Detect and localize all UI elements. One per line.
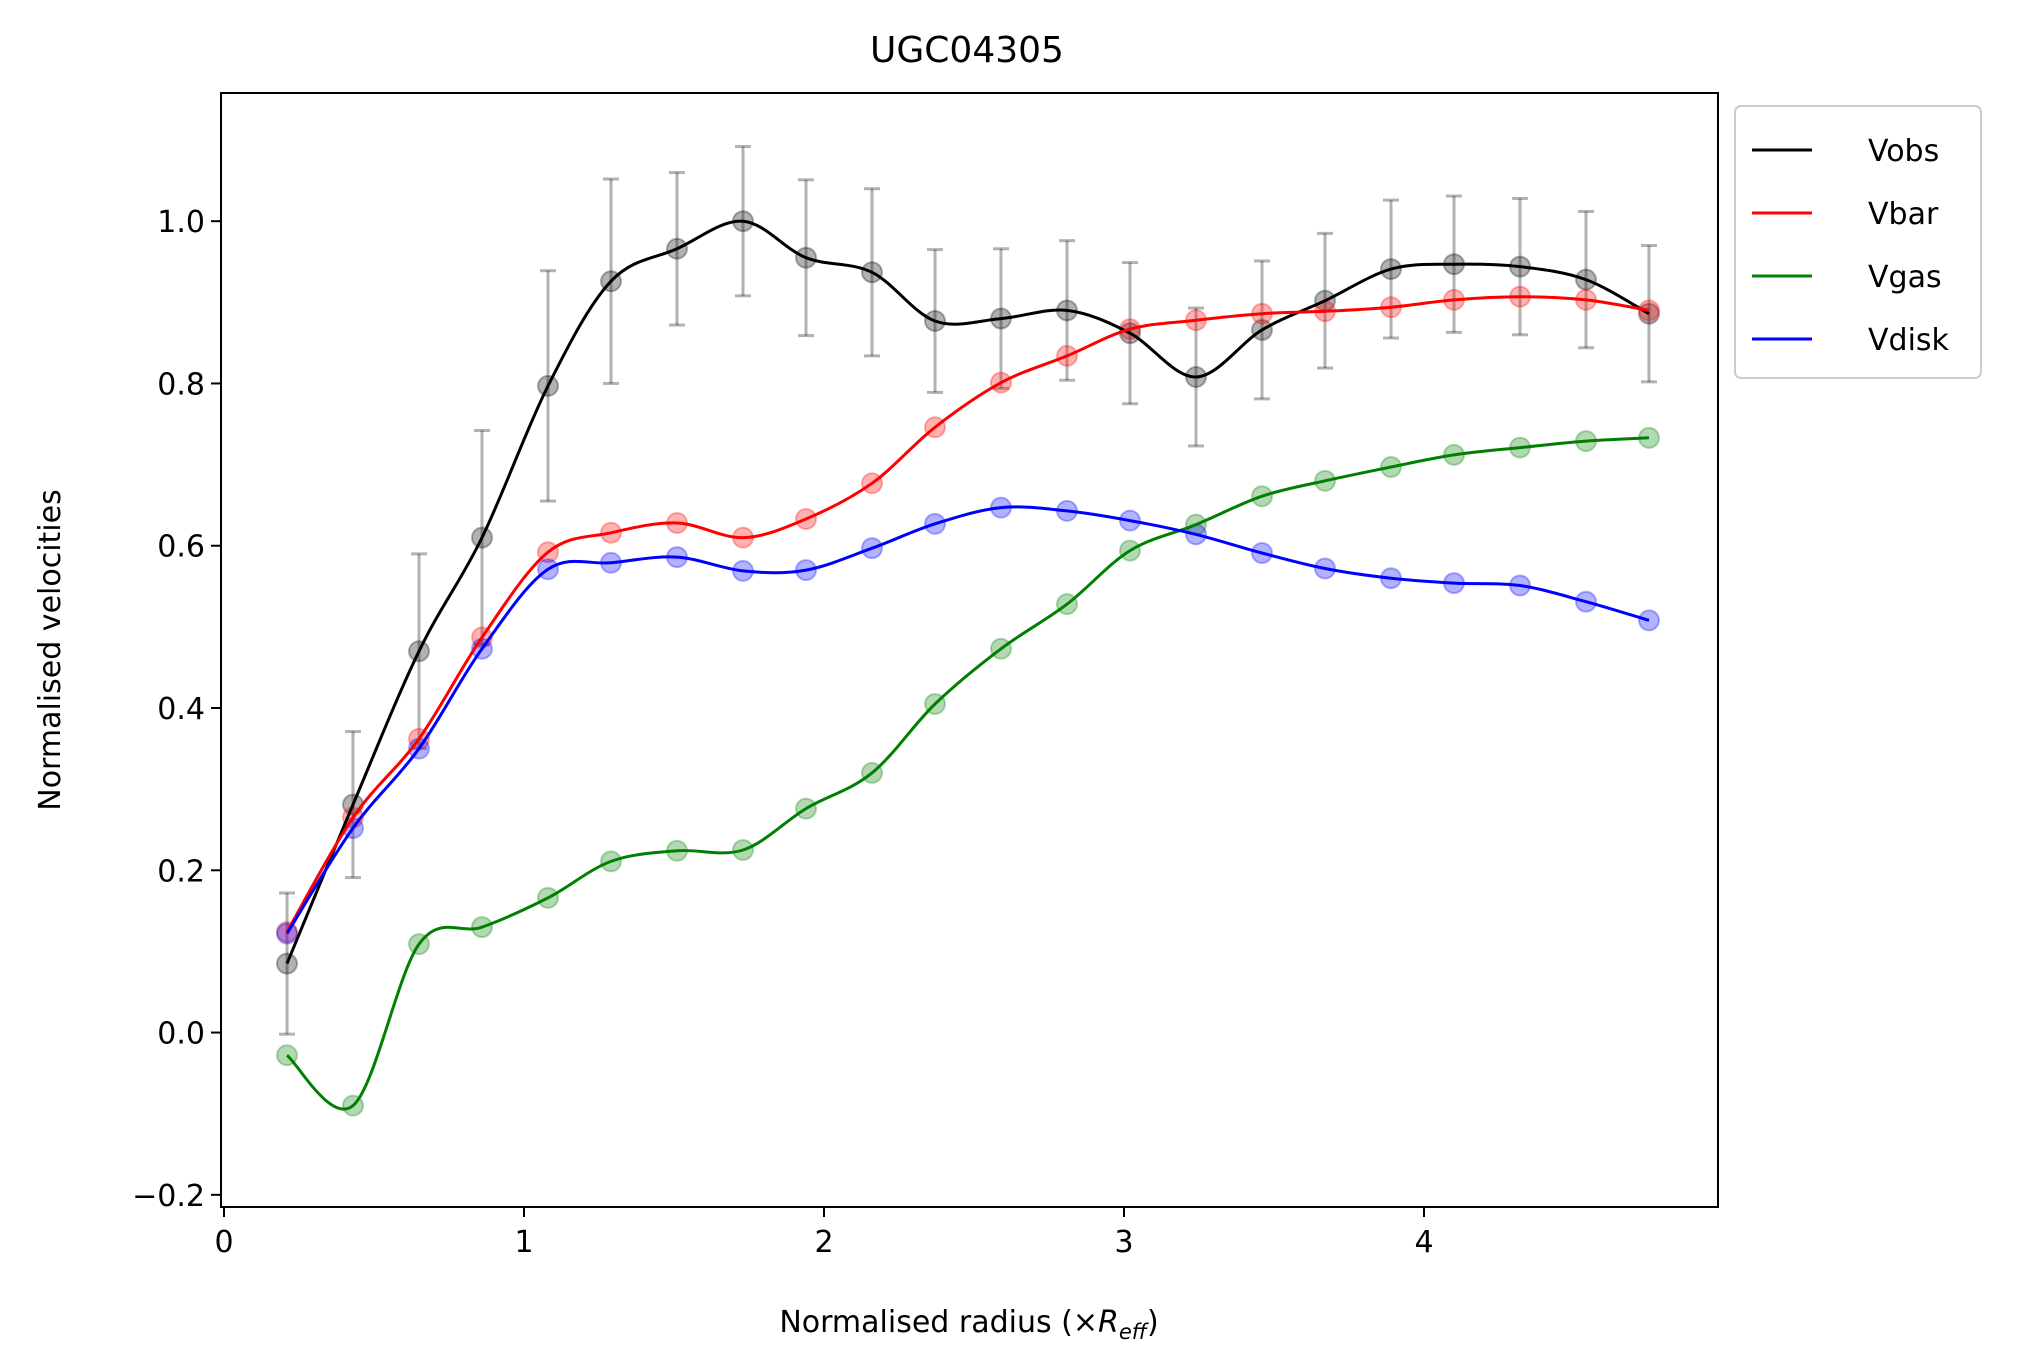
legend-box <box>1734 105 1982 379</box>
x-axis-label-suffix: ) <box>1147 1305 1159 1340</box>
x-tick-label: 2 <box>814 1225 833 1260</box>
x-axis-label-subscript: eff <box>1119 1320 1150 1344</box>
y-tick-label: 0.4 <box>157 692 205 727</box>
legend-label-vobs: Vobs <box>1868 134 1939 169</box>
vbar-line <box>285 295 1650 933</box>
vbar-point <box>1638 299 1660 322</box>
x-tick-label: 3 <box>1114 1225 1133 1260</box>
x-axis: 0 1 2 3 4 <box>214 1207 1434 1260</box>
vdisk-line <box>285 505 1650 935</box>
y-tick-label: 1.0 <box>157 205 205 240</box>
vgas-line <box>285 436 1650 1111</box>
y-tick-label: −0.2 <box>132 1179 205 1214</box>
y-tick-label: 0.2 <box>157 854 205 889</box>
y-tick-label: 0.6 <box>157 530 205 565</box>
x-tick-label: 4 <box>1414 1225 1433 1260</box>
legend-label-vbar: Vbar <box>1868 197 1939 232</box>
x-axis-label-prefix: Normalised radius (× <box>779 1305 1098 1340</box>
x-axis-label: Normalised radius (×Reff) <box>779 1305 1158 1344</box>
y-axis: −0.2 0.0 0.2 0.4 0.6 0.8 1.0 <box>132 205 221 1214</box>
legend-item-vdisk: Vdisk <box>1752 323 1950 358</box>
plot-area <box>276 145 1660 1117</box>
legend-label-vdisk: Vdisk <box>1868 323 1950 358</box>
y-axis-label: Normalised velocities <box>33 489 68 810</box>
axes-frame <box>220 92 1719 1208</box>
x-axis-label-variable: R <box>1098 1305 1119 1340</box>
legend-item-vgas: Vgas <box>1752 260 1942 295</box>
chart-title: UGC04305 <box>870 30 1064 71</box>
legend-item-vobs: Vobs <box>1752 134 1939 169</box>
x-tick-label: 0 <box>214 1225 233 1260</box>
vobs-line <box>285 219 1650 965</box>
legend-item-vbar: Vbar <box>1752 197 1939 232</box>
legend-label-vgas: Vgas <box>1868 260 1942 295</box>
legend: Vobs Vbar Vgas Vdisk <box>1734 105 1982 379</box>
y-tick-label: 0.8 <box>157 367 205 402</box>
x-tick-label: 1 <box>514 1225 533 1260</box>
y-tick-label: 0.0 <box>157 1017 205 1052</box>
